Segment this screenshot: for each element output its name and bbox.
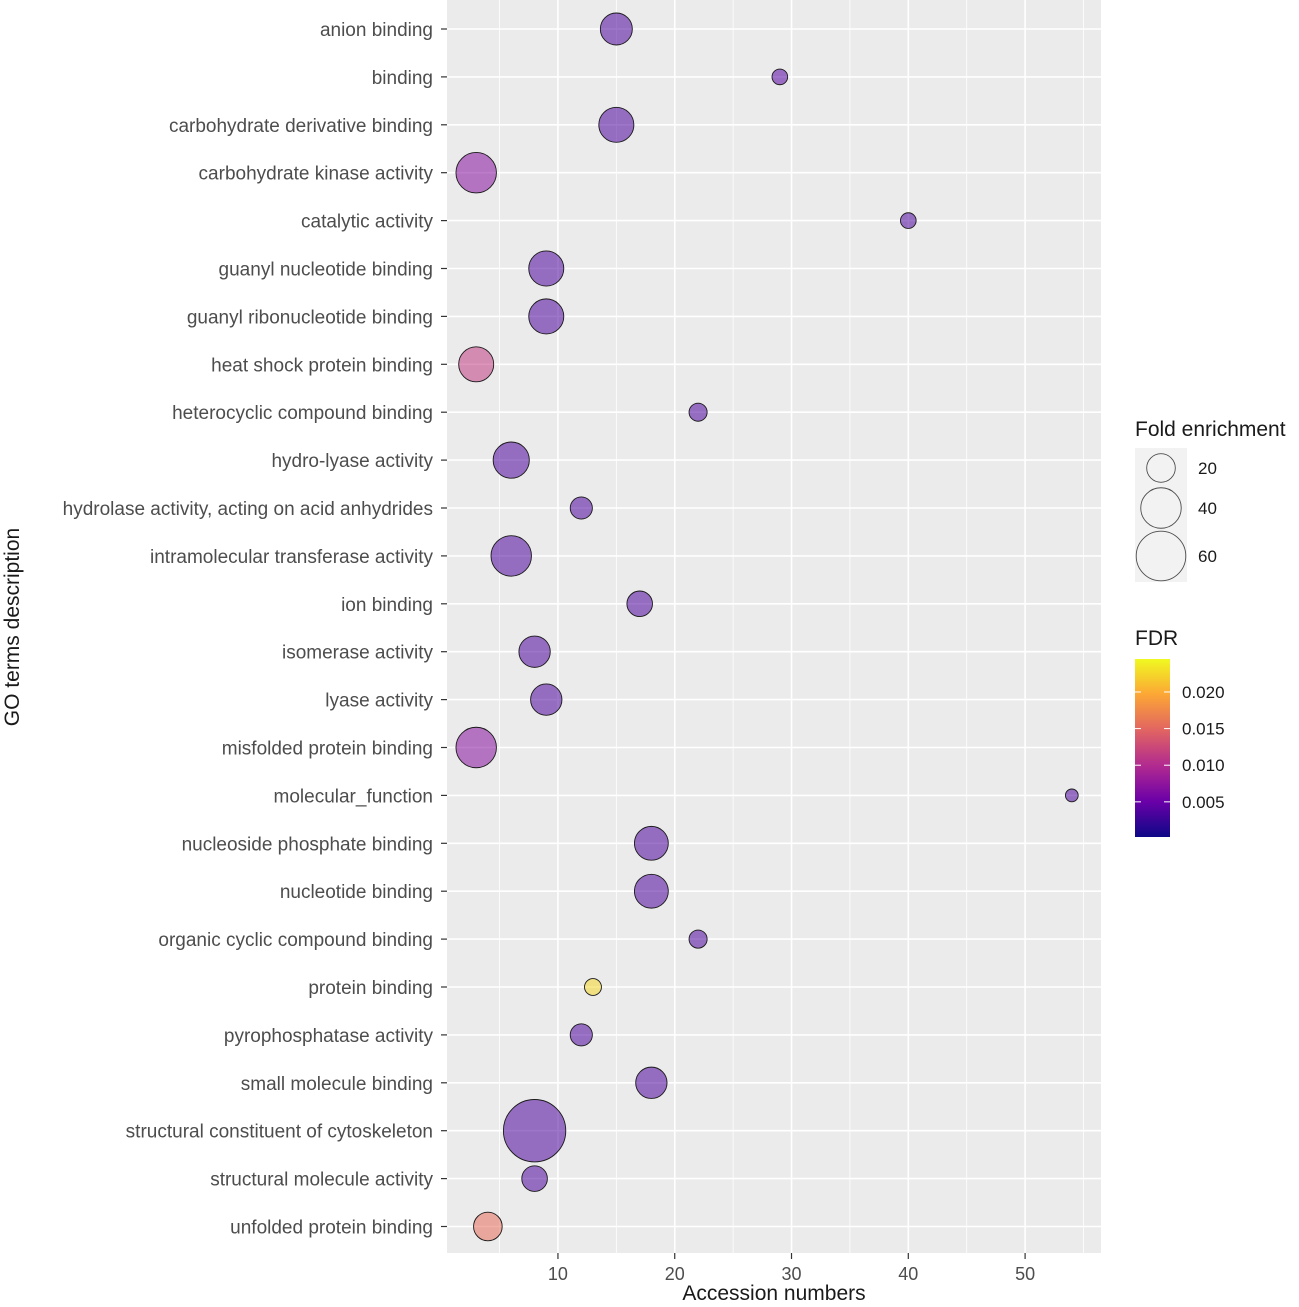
data-point — [598, 106, 635, 143]
data-point — [528, 298, 565, 335]
data-point — [502, 1099, 567, 1163]
color-legend-label: 0.020 — [1182, 683, 1225, 702]
y-tick-label: lyase activity — [325, 691, 433, 712]
y-tick-label: small molecule binding — [241, 1074, 433, 1095]
y-tick-label: structural constituent of cytoskeleton — [126, 1122, 433, 1143]
plot-panel — [447, 0, 1101, 1253]
y-tick-label: hydro-lyase activity — [271, 451, 433, 472]
data-point — [771, 68, 789, 86]
y-tick-label: carbohydrate derivative binding — [169, 116, 433, 137]
data-point — [521, 1165, 548, 1192]
y-tick-label: hydrolase activity, acting on acid anhyd… — [63, 499, 433, 520]
y-tick-label: misfolded protein binding — [222, 739, 433, 760]
y-tick-label: organic cyclic compound binding — [158, 930, 433, 951]
size-legend-key — [1140, 487, 1182, 529]
y-tick-label: heterocyclic compound binding — [172, 403, 433, 424]
data-point — [688, 929, 708, 949]
y-tick-label: guanyl nucleotide binding — [219, 260, 433, 281]
y-tick-label: unfolded protein binding — [230, 1218, 433, 1239]
size-legend-title: Fold enrichment — [1135, 418, 1286, 441]
size-legend-label: 40 — [1198, 499, 1217, 518]
data-point — [688, 402, 708, 422]
data-point — [455, 726, 497, 769]
data-point — [900, 212, 917, 229]
color-legend-label: 0.015 — [1182, 720, 1225, 739]
y-tick-label: nucleoside phosphate binding — [182, 834, 433, 855]
size-legend-label: 60 — [1198, 547, 1217, 566]
size-legend: Fold enrichment 20 40 60 — [1135, 418, 1286, 582]
axis-layer: anion binding binding carbohydrate derivat… — [63, 20, 1035, 1284]
y-tick-label: ion binding — [341, 595, 433, 616]
x-tick-label: 40 — [898, 1264, 918, 1284]
data-point — [518, 635, 551, 668]
y-tick-label: nucleotide binding — [280, 882, 433, 903]
x-tick-label: 50 — [1015, 1264, 1035, 1284]
data-point — [584, 978, 602, 996]
size-legend-key — [1146, 453, 1176, 483]
color-legend-title: FDR — [1135, 627, 1178, 650]
size-legend-key-bg — [1135, 448, 1187, 582]
point-layer — [455, 12, 1079, 1242]
data-point — [626, 590, 653, 618]
y-tick-label: isomerase activity — [282, 643, 433, 664]
data-point — [455, 152, 497, 194]
x-tick-label: 10 — [548, 1264, 568, 1284]
data-point — [528, 250, 565, 287]
data-point — [473, 1211, 503, 1242]
data-point — [633, 873, 669, 909]
y-tick-label: protein binding — [308, 978, 433, 999]
data-point — [530, 683, 563, 716]
x-axis-title: Accession numbers — [682, 1282, 865, 1305]
y-tick-label: pyrophosphatase activity — [224, 1026, 434, 1047]
data-point — [599, 12, 633, 46]
data-point — [569, 496, 593, 520]
color-legend-bar — [1135, 659, 1170, 837]
y-tick-label: carbohydrate kinase activity — [199, 164, 434, 185]
x-tick-label: 30 — [782, 1264, 802, 1284]
size-legend-label: 20 — [1198, 459, 1217, 478]
y-axis-title: GO terms description — [1, 528, 24, 726]
y-tick-label: heat shock protein binding — [211, 355, 433, 376]
data-point — [635, 1066, 668, 1099]
y-tick-label: molecular_function — [274, 786, 433, 807]
data-point — [458, 346, 495, 383]
color-legend-label: 0.005 — [1182, 793, 1225, 812]
y-tick-label: binding — [372, 68, 433, 89]
y-tick-label: structural molecule activity — [210, 1170, 433, 1191]
data-point — [490, 535, 532, 577]
y-tick-label: guanyl ribonucleotide binding — [187, 307, 433, 328]
y-tick-label: catalytic activity — [301, 212, 433, 233]
color-legend-label: 0.010 — [1182, 756, 1225, 775]
y-tick-label: intramolecular transferase activity — [150, 547, 433, 568]
y-tick-label: anion binding — [320, 20, 433, 41]
data-point — [1064, 788, 1079, 803]
color-legend: FDR 0.005 0.010 0.015 0.020 — [1135, 627, 1225, 837]
data-point — [633, 825, 669, 861]
data-point — [569, 1023, 593, 1047]
x-tick-label: 20 — [665, 1264, 685, 1284]
data-point — [492, 441, 530, 479]
size-legend-key — [1135, 530, 1187, 582]
